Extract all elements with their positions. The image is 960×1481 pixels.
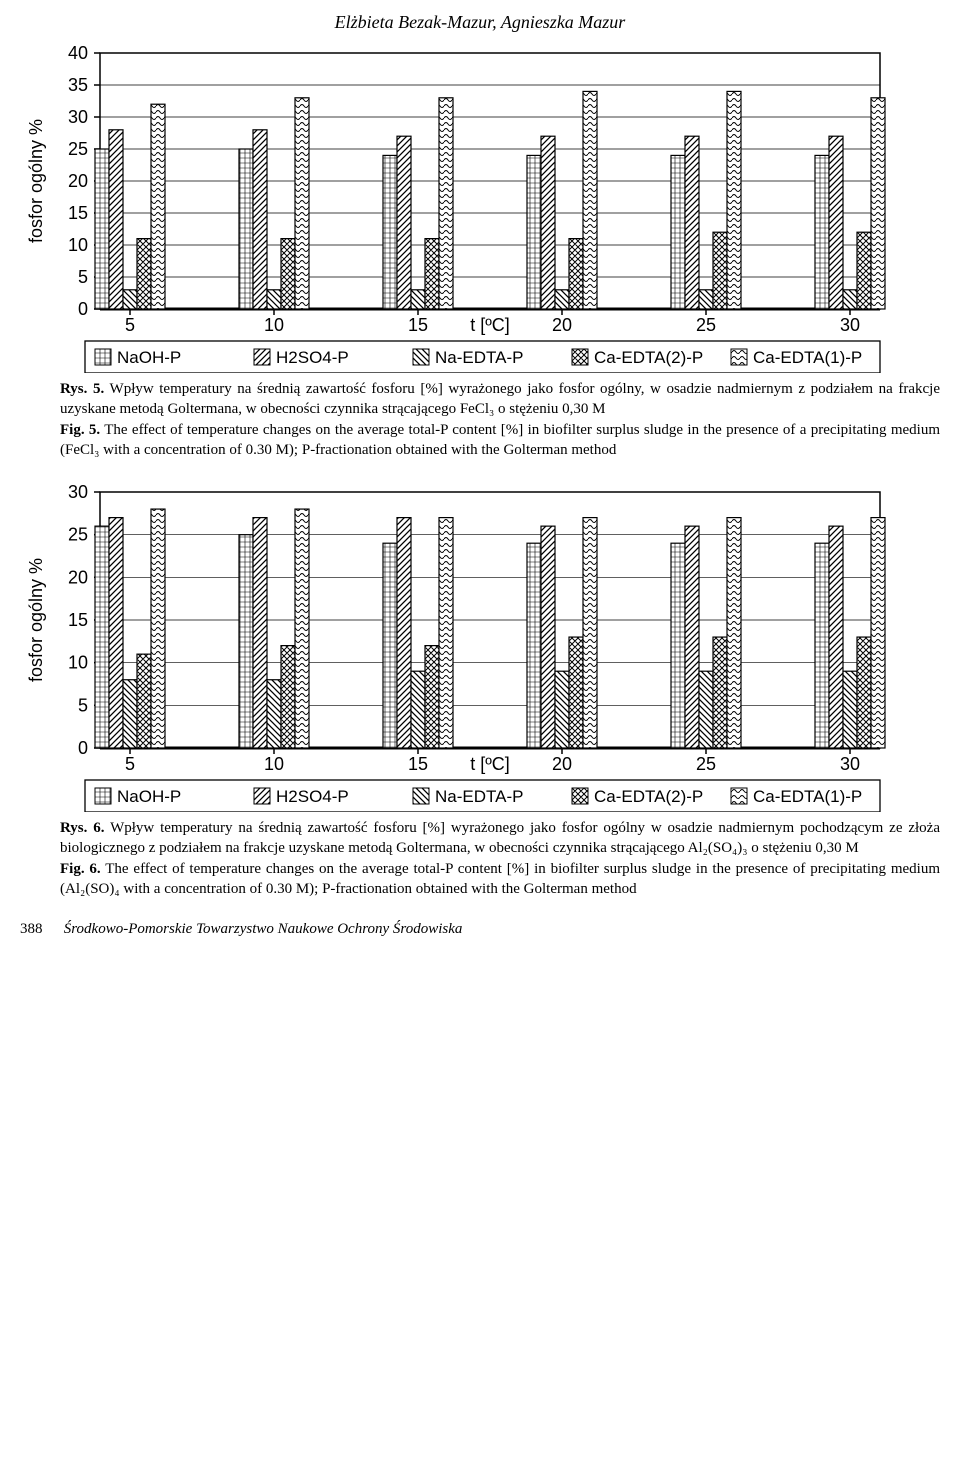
- svg-text:fosfor ogólny %: fosfor ogólny %: [26, 558, 46, 682]
- svg-text:10: 10: [264, 754, 284, 774]
- chart-2-container: 0 5 10 15 20 25 30 fosfor ogólny % 5 10 15 20 25 30 t …: [20, 482, 940, 812]
- svg-text:Ca-EDTA(1)-P: Ca-EDTA(1)-P: [753, 787, 862, 806]
- svg-text:H2SO4-P: H2SO4-P: [276, 787, 349, 806]
- svg-text:5: 5: [125, 315, 135, 335]
- svg-text:fosfor ogólny %: fosfor ogólny %: [26, 119, 46, 243]
- svg-text:Ca-EDTA(1)-P: Ca-EDTA(1)-P: [753, 348, 862, 367]
- svg-text:15: 15: [68, 203, 88, 223]
- svg-text:Na-EDTA-P: Na-EDTA-P: [435, 787, 523, 806]
- svg-text:Na-EDTA-P: Na-EDTA-P: [435, 348, 523, 367]
- svg-text:30: 30: [68, 107, 88, 127]
- caption-2-text-en: The effect of temperature changes on the…: [60, 861, 940, 897]
- svg-text:Ca-EDTA(2)-P: Ca-EDTA(2)-P: [594, 787, 703, 806]
- caption-1-text-en: The effect of temperature changes on the…: [60, 422, 940, 458]
- caption-1: Rys. 5. Wpływ temperatury na średnią zaw…: [60, 379, 940, 460]
- svg-text:NaOH-P: NaOH-P: [117, 787, 181, 806]
- caption-1-lead-en: Fig. 5.: [60, 422, 100, 438]
- svg-text:NaOH-P: NaOH-P: [117, 348, 181, 367]
- svg-text:25: 25: [696, 315, 716, 335]
- page-authors: Elżbieta Bezak-Mazur, Agnieszka Mazur: [20, 12, 940, 33]
- svg-text:20: 20: [68, 171, 88, 191]
- svg-text:5: 5: [125, 754, 135, 774]
- page-footer: 388 Środkowo-Pomorskie Towarzystwo Nauko…: [20, 921, 940, 938]
- caption-2-lead-en: Fig. 6.: [60, 861, 101, 877]
- caption-1-lead-pl: Rys. 5.: [60, 381, 104, 397]
- svg-text:5: 5: [78, 695, 88, 715]
- page-number: 388: [20, 921, 60, 938]
- caption-2-text-pl: Wpływ temperatury na średnią zawartość f…: [60, 820, 940, 856]
- chart-2: 0 5 10 15 20 25 30 fosfor ogólny % 5 10 15 20 25 30 t …: [20, 482, 900, 812]
- svg-text:t [ºC]: t [ºC]: [470, 754, 510, 774]
- svg-text:15: 15: [408, 754, 428, 774]
- svg-text:30: 30: [840, 754, 860, 774]
- svg-text:40: 40: [68, 43, 88, 63]
- caption-1-text-pl: Wpływ temperatury na średnią zawartość f…: [60, 381, 940, 417]
- svg-text:25: 25: [68, 525, 88, 545]
- caption-2-lead-pl: Rys. 6.: [60, 820, 105, 836]
- svg-text:20: 20: [552, 754, 572, 774]
- chart-1: 0 5 10 15 20 25 30 35 40 fosfor ogólny % 5 10 15 20 25…: [20, 43, 900, 373]
- svg-text:20: 20: [68, 567, 88, 587]
- svg-text:25: 25: [68, 139, 88, 159]
- svg-text:0: 0: [78, 738, 88, 758]
- svg-text:5: 5: [78, 267, 88, 287]
- svg-text:10: 10: [68, 235, 88, 255]
- svg-text:t [ºC]: t [ºC]: [470, 315, 510, 335]
- svg-text:25: 25: [696, 754, 716, 774]
- svg-text:Ca-EDTA(2)-P: Ca-EDTA(2)-P: [594, 348, 703, 367]
- chart-1-container: 0 5 10 15 20 25 30 35 40 fosfor ogólny % 5 10 15 20 25…: [20, 43, 940, 373]
- svg-text:0: 0: [78, 299, 88, 319]
- svg-text:15: 15: [408, 315, 428, 335]
- caption-2: Rys. 6. Wpływ temperatury na średnią zaw…: [60, 818, 940, 899]
- svg-text:10: 10: [68, 653, 88, 673]
- svg-text:10: 10: [264, 315, 284, 335]
- svg-text:H2SO4-P: H2SO4-P: [276, 348, 349, 367]
- journal-name: Środkowo-Pomorskie Towarzystwo Naukowe O…: [64, 921, 463, 937]
- svg-text:30: 30: [68, 482, 88, 502]
- svg-text:30: 30: [840, 315, 860, 335]
- svg-text:35: 35: [68, 75, 88, 95]
- svg-text:15: 15: [68, 610, 88, 630]
- svg-text:20: 20: [552, 315, 572, 335]
